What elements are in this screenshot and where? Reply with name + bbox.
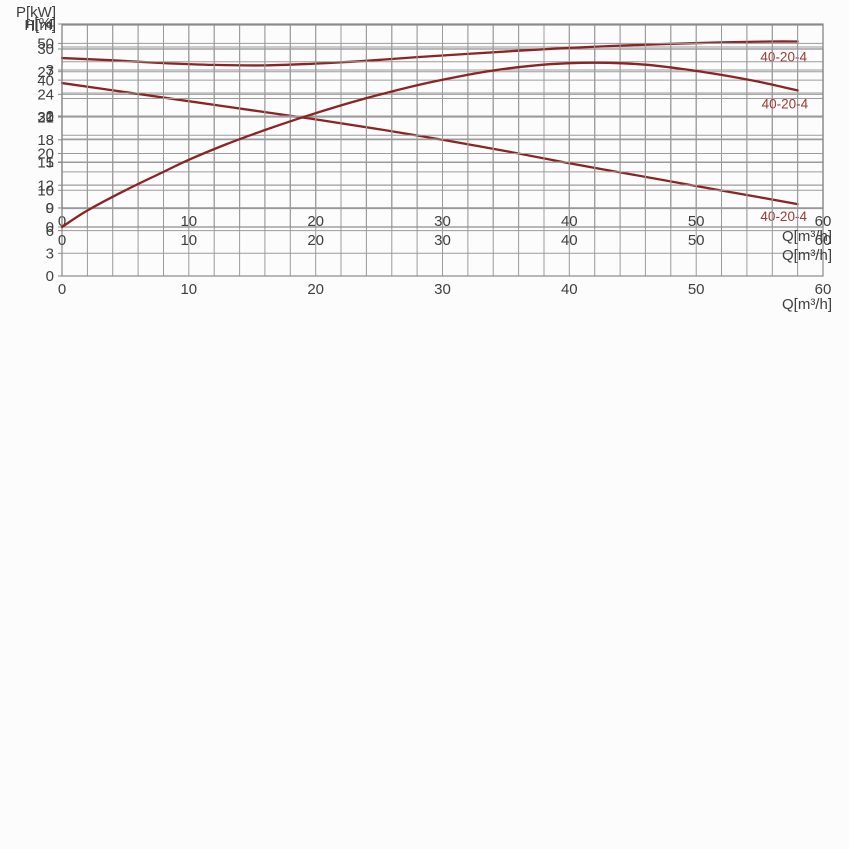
y-tick-label: 40 bbox=[37, 72, 54, 89]
x-axis-title: Q[m³/h] bbox=[782, 247, 832, 264]
y-tick-label: 0 bbox=[46, 219, 54, 236]
y-tick-label: 18 bbox=[37, 132, 54, 149]
y-tick-label: 3 bbox=[46, 246, 54, 263]
y-tick-label: 1 bbox=[46, 154, 54, 171]
y-tick-label: 24 bbox=[37, 87, 54, 104]
curve-40-20-4 bbox=[60, 61, 799, 229]
y-tick-label: 21 bbox=[37, 109, 54, 126]
x-tick-label: 40 bbox=[561, 281, 578, 298]
x-tick-label: 50 bbox=[688, 232, 705, 249]
y-tick-label: 50 bbox=[37, 36, 54, 53]
y-tick-label: 15 bbox=[37, 155, 54, 172]
y-tick-label: 27 bbox=[37, 64, 54, 81]
y-axis-title: η[%] bbox=[26, 15, 56, 32]
x-tick-label: 20 bbox=[307, 232, 324, 249]
y-tick-label: 0 bbox=[46, 268, 54, 285]
y-tick-label: 9 bbox=[46, 200, 54, 217]
x-tick-label: 10 bbox=[180, 281, 197, 298]
x-axis-title: Q[m³/h] bbox=[782, 228, 832, 245]
efficiency-chart: 0 10 20 30 40 50 0 10 20 30 40 50 60 η[%] Q[m³/h] 40-20… bbox=[0, 0, 849, 291]
curve-label: 40-20-4 bbox=[762, 97, 809, 112]
y-tick-label: 20 bbox=[37, 146, 54, 163]
y-axis-title: H[m] bbox=[24, 17, 56, 34]
x-tick-label: 50 bbox=[688, 281, 705, 298]
x-tick-label: 30 bbox=[434, 232, 451, 249]
plot-frame bbox=[61, 24, 824, 228]
y-tick-label: 3 bbox=[46, 62, 54, 79]
y-tick-label: 6 bbox=[46, 223, 54, 240]
y-tick-label: 4 bbox=[46, 16, 54, 33]
y-tick-label: 2 bbox=[46, 108, 54, 125]
y-tick-label: 30 bbox=[37, 109, 54, 126]
x-tick-label: 0 bbox=[58, 281, 66, 298]
y-axis-title: P[kW] bbox=[16, 4, 56, 21]
x-tick-label: 10 bbox=[180, 232, 197, 249]
x-axis-title: Q[m³/h] bbox=[782, 296, 832, 313]
y-tick-label: 10 bbox=[37, 183, 54, 200]
x-tick-label: 60 bbox=[815, 281, 832, 298]
y-tick-label: 0 bbox=[46, 200, 54, 217]
y-tick-label: 30 bbox=[37, 41, 54, 58]
x-tick-label: 20 bbox=[307, 281, 324, 298]
x-tick-label: 40 bbox=[561, 232, 578, 249]
y-tick-label: 12 bbox=[37, 177, 54, 194]
x-tick-label: 60 bbox=[815, 232, 832, 249]
x-tick-label: 30 bbox=[434, 281, 451, 298]
x-tick-label: 0 bbox=[58, 232, 66, 249]
